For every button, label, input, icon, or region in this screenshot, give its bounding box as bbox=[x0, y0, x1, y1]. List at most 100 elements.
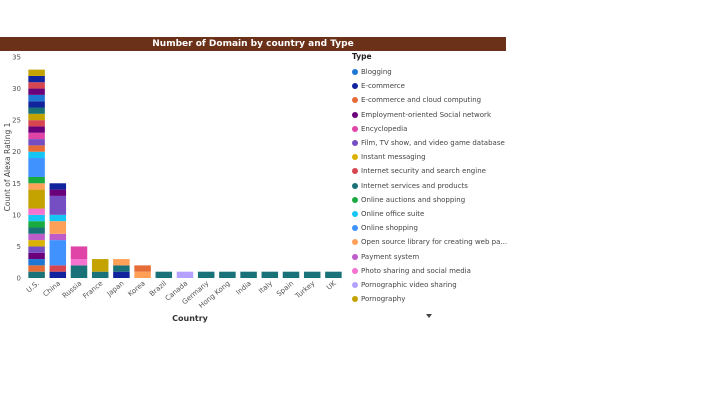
y-axis: 0 5 10 15 20 25 30 35 bbox=[12, 54, 21, 283]
bar-segment[interactable] bbox=[91, 259, 109, 272]
legend-swatch bbox=[352, 239, 358, 246]
bar-segment[interactable] bbox=[28, 265, 45, 272]
bar-segment[interactable] bbox=[28, 252, 45, 260]
bar-segment[interactable] bbox=[28, 227, 45, 234]
bar-segment[interactable] bbox=[28, 214, 45, 222]
legend-item[interactable]: Photo sharing and social media bbox=[352, 264, 512, 278]
bar-segment[interactable] bbox=[49, 271, 67, 278]
bar-segment[interactable] bbox=[49, 189, 67, 196]
bar-segment[interactable] bbox=[49, 183, 67, 190]
y-tick-label: 15 bbox=[12, 180, 21, 188]
legend-swatch bbox=[352, 267, 358, 274]
legend-item[interactable]: Instant messaging bbox=[352, 150, 512, 164]
legend-item[interactable]: Employment-oriented Social network bbox=[352, 108, 512, 122]
bar-segment[interactable] bbox=[176, 271, 194, 278]
bar-segment[interactable] bbox=[28, 221, 45, 228]
bar-segment[interactable] bbox=[49, 221, 67, 234]
bar-segment[interactable] bbox=[282, 271, 300, 278]
bar-segment[interactable] bbox=[49, 265, 67, 272]
bar-segment[interactable] bbox=[28, 88, 45, 95]
x-tick-label: Turkey bbox=[293, 279, 316, 300]
legend-item[interactable]: Film, TV show, and video game database bbox=[352, 136, 512, 150]
legend-label: Open source library for creating web pa.… bbox=[361, 238, 508, 247]
bar-segment[interactable] bbox=[28, 189, 45, 209]
legend-label: Photo sharing and social media bbox=[361, 266, 471, 275]
legend-item[interactable]: Payment system bbox=[352, 249, 512, 263]
legend-item[interactable]: Online shopping bbox=[352, 221, 512, 235]
legend-item[interactable]: E-commerce and cloud computing bbox=[352, 93, 512, 107]
bar-segment[interactable] bbox=[28, 176, 45, 184]
y-tick-label: 30 bbox=[12, 85, 21, 93]
bar-segment[interactable] bbox=[28, 183, 45, 190]
bar-segment[interactable] bbox=[91, 271, 109, 278]
bar-segment[interactable] bbox=[28, 126, 45, 133]
legend-item[interactable]: Pornography bbox=[352, 292, 512, 306]
legend-item[interactable]: Internet security and search engine bbox=[352, 164, 512, 178]
bars bbox=[28, 69, 342, 278]
bar-segment[interactable] bbox=[28, 246, 45, 253]
bar-segment[interactable] bbox=[70, 246, 88, 260]
bar-segment[interactable] bbox=[28, 208, 45, 215]
bar-segment[interactable] bbox=[134, 265, 151, 272]
bar-segment[interactable] bbox=[49, 233, 67, 241]
legend-label: Payment system bbox=[361, 252, 420, 261]
bar-segment[interactable] bbox=[28, 240, 45, 247]
bar-segment[interactable] bbox=[70, 259, 88, 266]
legend-item[interactable]: Internet services and products bbox=[352, 179, 512, 193]
bar-segment[interactable] bbox=[28, 107, 45, 114]
bar-segment[interactable] bbox=[28, 151, 45, 159]
legend-label: Pornographic video sharing bbox=[361, 280, 457, 289]
bar-segment[interactable] bbox=[70, 265, 88, 278]
legend-swatch bbox=[352, 296, 358, 303]
legend-items: Blogging E-commerce E-commerce and cloud c… bbox=[352, 65, 512, 306]
legend-label: Employment-oriented Social network bbox=[361, 110, 491, 119]
x-tick-label: Russia bbox=[61, 279, 83, 300]
bar-segment[interactable] bbox=[28, 94, 45, 102]
legend-item[interactable]: E-commerce bbox=[352, 79, 512, 93]
legend: Type Blogging E-commerce E-commerce and cl… bbox=[352, 52, 512, 306]
bar-segment[interactable] bbox=[28, 259, 45, 266]
bar-segment[interactable] bbox=[49, 195, 67, 215]
bar-segment[interactable] bbox=[49, 240, 67, 266]
bar-segment[interactable] bbox=[325, 271, 342, 278]
legend-item[interactable]: Online auctions and shopping bbox=[352, 193, 512, 207]
legend-title: Type bbox=[352, 52, 372, 61]
legend-swatch bbox=[352, 225, 358, 232]
bar-segment[interactable] bbox=[28, 233, 45, 241]
bar-segment[interactable] bbox=[28, 158, 45, 177]
bar-segment[interactable] bbox=[28, 132, 45, 140]
bar-segment[interactable] bbox=[28, 139, 45, 146]
bar-segment[interactable] bbox=[240, 271, 257, 278]
bar-segment[interactable] bbox=[113, 271, 130, 278]
legend-swatch bbox=[352, 168, 358, 175]
bar-segment[interactable] bbox=[28, 271, 45, 278]
legend-item[interactable]: Online office suite bbox=[352, 207, 512, 221]
legend-item[interactable]: Pornographic video sharing bbox=[352, 278, 512, 292]
legend-swatch bbox=[352, 281, 358, 288]
bar-segment[interactable] bbox=[197, 271, 215, 278]
bar-segment[interactable] bbox=[28, 145, 45, 152]
chevron-down-icon[interactable] bbox=[426, 314, 432, 318]
x-axis-label: Country bbox=[172, 314, 209, 323]
bar-segment[interactable] bbox=[113, 259, 130, 266]
legend-swatch bbox=[352, 69, 358, 76]
bar-segment[interactable] bbox=[113, 265, 130, 272]
bar-segment[interactable] bbox=[219, 271, 236, 278]
legend-item[interactable]: Encyclopedia bbox=[352, 122, 512, 136]
bar-segment[interactable] bbox=[28, 82, 45, 89]
bar-segment[interactable] bbox=[303, 271, 321, 278]
legend-item[interactable]: Open source library for creating web pa.… bbox=[352, 235, 512, 249]
bar-segment[interactable] bbox=[28, 101, 45, 108]
legend-label: E-commerce bbox=[361, 82, 405, 91]
legend-label: Film, TV show, and video game database bbox=[361, 139, 505, 148]
bar-segment[interactable] bbox=[28, 113, 45, 121]
bar-segment[interactable] bbox=[261, 271, 279, 278]
legend-label: Blogging bbox=[361, 68, 392, 77]
bar-segment[interactable] bbox=[28, 120, 45, 127]
bar-segment[interactable] bbox=[49, 214, 67, 222]
bar-segment[interactable] bbox=[28, 75, 45, 83]
legend-item[interactable]: Blogging bbox=[352, 65, 512, 79]
bar-segment[interactable] bbox=[134, 271, 151, 278]
bar-segment[interactable] bbox=[155, 271, 173, 278]
bar-segment[interactable] bbox=[28, 69, 45, 76]
